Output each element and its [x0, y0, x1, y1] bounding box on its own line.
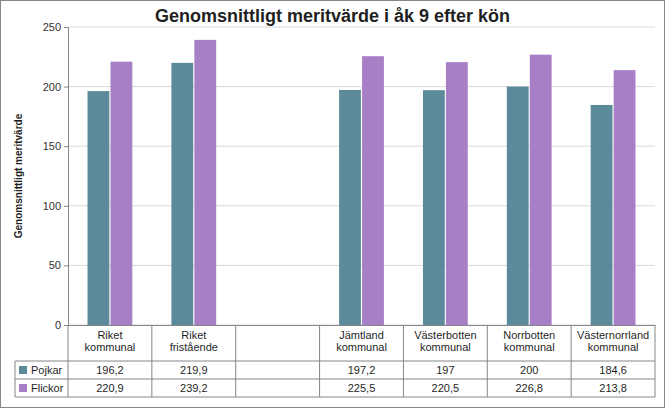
table-value: 239,2 [180, 382, 208, 394]
grid-line [68, 27, 655, 28]
table-col-line [655, 325, 656, 397]
table-value: 220,9 [96, 382, 124, 394]
bar [591, 105, 613, 325]
x-tick: Västernorrlandkommunal [577, 329, 649, 353]
x-tick-label: Jämtlandkommunal [336, 329, 387, 353]
bar [530, 55, 552, 325]
table-value: 213,8 [599, 382, 627, 394]
x-tick-label: Norrbottenkommunal [503, 329, 555, 353]
data-table: Pojkar 196,2 219,9 197,2 197 200 184,6 Flickor 2… [15, 325, 655, 397]
table-value: 226,8 [515, 382, 543, 394]
y-tick-label: 150 [43, 140, 61, 152]
bar [111, 62, 133, 325]
y-tick-mark [64, 27, 68, 28]
table-col-line [403, 325, 404, 397]
grid-line [68, 325, 655, 326]
legend-label: Pojkar [31, 364, 63, 376]
grid [68, 27, 655, 325]
grid-line [68, 86, 655, 87]
table-row-line [15, 379, 655, 380]
table-value: 196,2 [96, 364, 124, 376]
bar [446, 62, 468, 325]
title: Genomsnittligt meritvärde i åk 9 efter k… [155, 6, 510, 26]
bar [362, 56, 384, 325]
bar [194, 40, 216, 325]
y-tick-mark [64, 146, 68, 147]
legend-key [19, 384, 27, 392]
y-tick: 0 [55, 319, 68, 331]
table-col-line [235, 325, 236, 397]
x-tick: Riketkommunal [85, 329, 136, 353]
table-value: 220,5 [432, 382, 460, 394]
x-tick-label: Riketfristående [170, 329, 218, 353]
table-col-line [15, 361, 16, 397]
y-tick-label: 100 [43, 200, 61, 212]
table-value: 197 [436, 364, 454, 376]
table-value: 197,2 [348, 364, 376, 376]
bar [614, 70, 636, 325]
y-tick-mark [64, 325, 68, 326]
y-tick: 50 [49, 259, 68, 271]
x-tick-label: Västerbottenkommunal [414, 329, 476, 353]
table-value: 200 [520, 364, 538, 376]
grid-line [68, 146, 655, 147]
table-col-line [571, 325, 572, 397]
y-tick-label: 0 [55, 319, 61, 331]
table-value: 219,9 [180, 364, 208, 376]
bars [88, 40, 636, 325]
y-tick: 250 [43, 21, 68, 33]
y-tick: 100 [43, 200, 68, 212]
grid-line [68, 205, 655, 206]
y-axis-title: Genomsnittligt meritvärde [13, 113, 24, 238]
grid-line [68, 265, 655, 266]
table-col-line [68, 325, 69, 397]
bar [423, 90, 445, 325]
x-tick-label: Västernorrlandkommunal [577, 329, 649, 353]
table-col-line [151, 325, 152, 397]
y-tick: 150 [43, 140, 68, 152]
y-tick-mark [64, 87, 68, 88]
y-tick: 200 [43, 81, 68, 93]
y-axis-line [64, 28, 69, 326]
table-value: 184,6 [599, 364, 627, 376]
legend-key [19, 366, 27, 374]
x-tick: Jämtlandkommunal [336, 329, 387, 353]
table-col-line [487, 325, 488, 397]
bar [339, 90, 361, 325]
chart-border [1, 1, 665, 408]
chart: Genomsnittligt meritvärde i åk 9 efter k… [0, 0, 665, 408]
table-col-line [319, 325, 320, 397]
x-tick: Norrbottenkommunal [503, 329, 555, 353]
y-tick-label: 250 [43, 21, 61, 33]
table-value: 225,5 [348, 382, 376, 394]
x-tick: Västerbottenkommunal [414, 329, 476, 353]
y-tick-mark [64, 265, 68, 266]
x-axis-line [69, 325, 656, 326]
table-row-line [15, 397, 655, 398]
y-axis: 0 50 100 150 200 250 [43, 21, 69, 331]
x-tick-label: Riketkommunal [85, 329, 136, 353]
x-axis: Riketkommunal Riketfristående Jämtlandkomm… [69, 326, 656, 353]
y-tick-label: 50 [49, 259, 61, 271]
y-tick-label: 200 [43, 81, 61, 93]
table-row-line [15, 361, 655, 362]
y-tick-mark [64, 206, 68, 207]
bar [88, 91, 110, 325]
x-tick: Riketfristående [170, 329, 218, 353]
bar [507, 87, 529, 325]
bar [171, 63, 193, 325]
legend-label: Flickor [31, 382, 64, 394]
bar-series [111, 40, 636, 325]
